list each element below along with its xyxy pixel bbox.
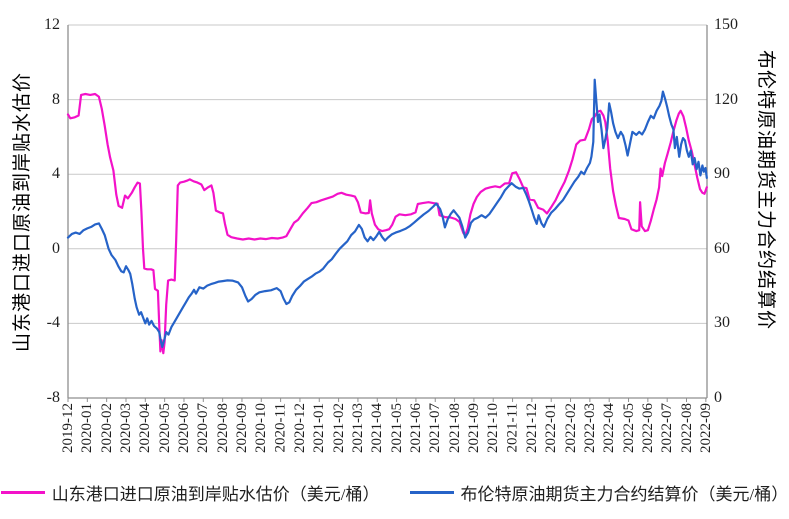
- legend-item-premium: 山东港口进口原油到岸贴水估价（美元/桶）: [0, 480, 380, 505]
- brent-series-line: [66, 78, 708, 349]
- legend-item-brent: 布伦特原油期货主力合约结算价（美元/桶）: [409, 480, 789, 505]
- premium-series-line: [66, 92, 708, 355]
- left-axis-title: 山东港口进口原油到岸贴水估价: [12, 72, 33, 353]
- legend-label-premium: 山东港口进口原油到岸贴水估价（美元/桶）: [51, 485, 380, 504]
- legend-label-brent: 布伦特原油期货主力合约结算价（美元/桶）: [460, 485, 789, 504]
- legend: 山东港口进口原油到岸贴水估价（美元/桶） 布伦特原油期货主力合约结算价（美元/桶…: [0, 480, 789, 505]
- brent-line-swatch: [409, 491, 454, 494]
- premium-line-swatch: [0, 491, 45, 494]
- right-axis-title: 布伦特原油期货主力合约结算价: [755, 49, 776, 330]
